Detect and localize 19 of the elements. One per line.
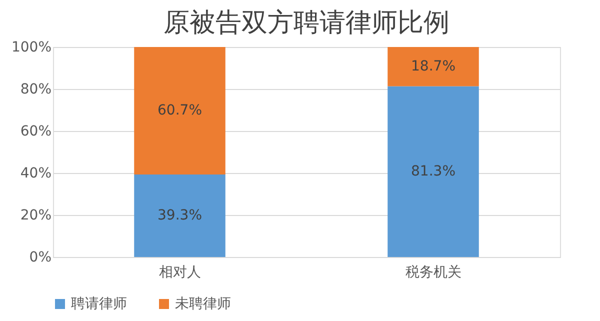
bar xyxy=(134,174,226,257)
x-tick-label: 税务机关 xyxy=(405,264,462,280)
legend-label: 未聘律师 xyxy=(175,296,231,312)
y-tick-label: 20% xyxy=(20,208,52,224)
data-label: 18.7% xyxy=(411,58,456,75)
bar xyxy=(388,47,479,86)
legend-label: 聘请律师 xyxy=(71,296,127,312)
data-label: 60.7% xyxy=(158,102,202,119)
y-tick-label: 80% xyxy=(20,82,52,98)
bar xyxy=(134,47,226,174)
y-tick-label: 100% xyxy=(11,40,52,56)
bar xyxy=(388,86,479,257)
chart-title: 原被告双方聘请律师比例 xyxy=(164,8,450,38)
y-tick-label: 40% xyxy=(20,166,52,182)
data-label: 39.3% xyxy=(158,208,202,224)
data-label: 81.3% xyxy=(411,164,456,180)
y-tick-label: 60% xyxy=(20,124,52,140)
x-tick-label: 相对人 xyxy=(158,264,201,280)
y-tick-label: 0% xyxy=(29,250,52,266)
